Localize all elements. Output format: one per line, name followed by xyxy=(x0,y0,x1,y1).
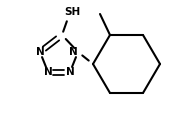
Text: N: N xyxy=(66,67,74,77)
Text: N: N xyxy=(36,47,44,57)
Text: N: N xyxy=(69,47,78,57)
Text: SH: SH xyxy=(64,7,80,17)
Text: N: N xyxy=(44,67,52,77)
